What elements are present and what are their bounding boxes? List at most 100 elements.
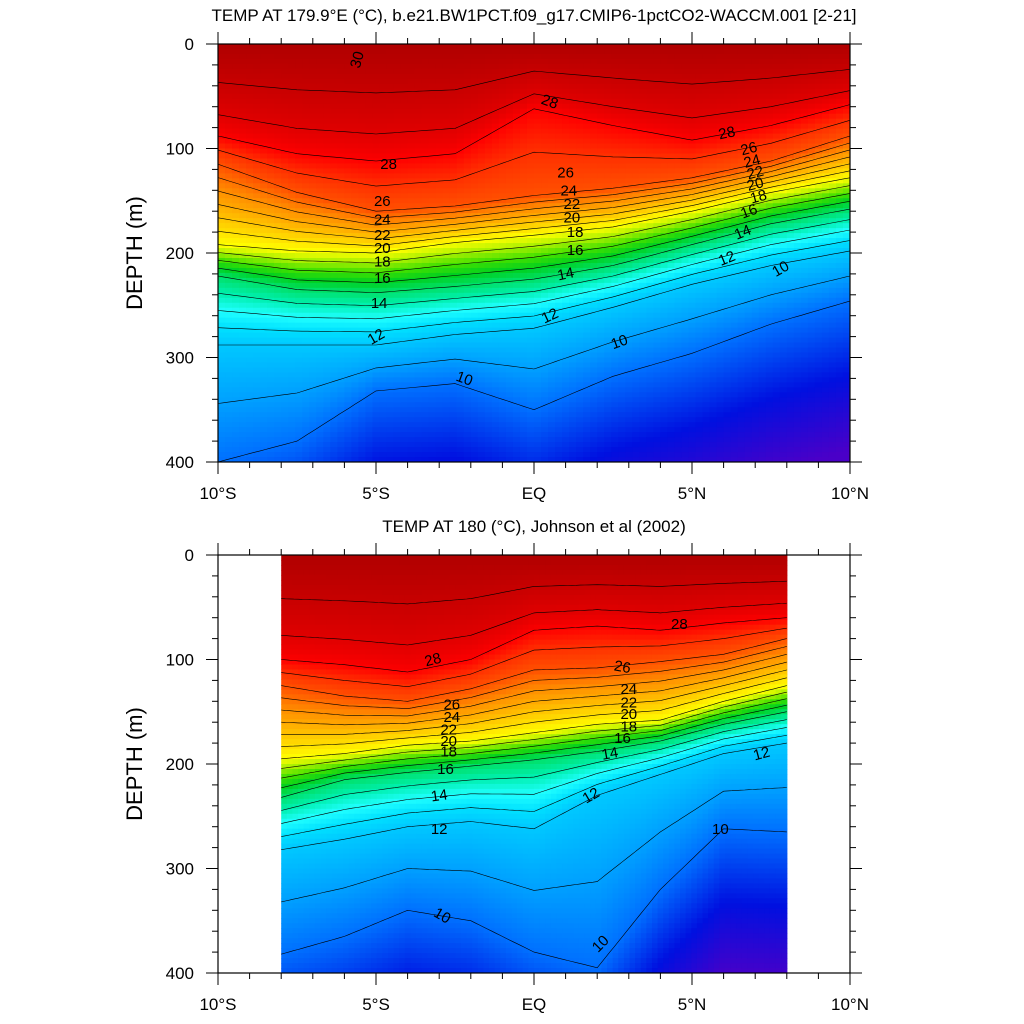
temperature-cell <box>519 377 528 383</box>
temperature-cell <box>400 123 409 130</box>
temperature-cell <box>477 337 486 344</box>
temperature-cell <box>463 287 472 294</box>
temperature-cell <box>597 73 605 80</box>
temperature-cell <box>583 412 591 418</box>
temperature-cell <box>449 158 458 165</box>
temperature-cell <box>576 287 584 294</box>
temperature-cell <box>534 307 542 314</box>
temperature-cell <box>239 272 247 279</box>
temperature-cell <box>534 168 542 174</box>
temperature-cell <box>541 342 549 349</box>
temperature-cell <box>526 362 535 369</box>
temperature-cell <box>386 243 395 249</box>
temperature-cell <box>442 322 451 329</box>
temperature-cell <box>611 292 619 299</box>
temperature-cell <box>309 83 317 90</box>
temperature-cell <box>330 128 338 135</box>
temperature-cell <box>477 372 486 379</box>
temperature-cell <box>351 432 360 438</box>
temperature-cell <box>498 238 507 244</box>
temperature-cell <box>590 173 598 179</box>
temperature-cell <box>281 322 289 329</box>
temperature-cell <box>407 322 416 329</box>
temperature-cell <box>505 367 514 374</box>
temperature-cell <box>428 248 437 254</box>
temperature-cell <box>477 143 486 150</box>
temperature-cell <box>393 417 402 423</box>
temperature-cell <box>597 447 605 453</box>
temperature-cell <box>358 357 367 364</box>
temperature-cell <box>274 407 282 413</box>
temperature-cell <box>625 397 633 403</box>
temperature-cell <box>604 243 612 249</box>
temperature-cell <box>519 437 528 443</box>
temperature-cell <box>372 342 381 349</box>
temperature-cell <box>470 342 479 349</box>
temperature-cell <box>407 422 416 428</box>
temperature-cell <box>625 233 633 239</box>
temperature-cell <box>512 183 521 189</box>
temperature-cell <box>239 223 247 229</box>
temperature-cell <box>393 223 402 229</box>
temperature-cell <box>505 412 514 418</box>
temperature-cell <box>583 292 591 299</box>
temperature-cell <box>590 123 598 130</box>
temperature-cell <box>351 83 360 90</box>
temperature-cell <box>239 58 247 65</box>
temperature-cell <box>428 327 437 334</box>
temperature-cell <box>541 377 549 383</box>
temperature-cell <box>414 83 423 90</box>
temperature-cell <box>611 143 619 150</box>
temperature-cell <box>555 387 563 393</box>
temperature-cell <box>414 153 423 160</box>
temperature-cell <box>239 108 247 115</box>
temperature-cell <box>372 262 381 269</box>
temperature-cell <box>372 193 381 199</box>
temperature-cell <box>372 292 381 299</box>
temperature-cell <box>555 178 563 184</box>
temperature-cell <box>344 133 353 140</box>
temperature-cell <box>239 148 247 155</box>
temperature-cell <box>569 422 577 428</box>
temperature-cell <box>323 158 331 165</box>
temperature-cell <box>372 143 381 150</box>
temperature-cell <box>309 367 317 374</box>
temperature-cell <box>477 287 486 294</box>
temperature-cell <box>414 267 423 274</box>
temperature-cell <box>337 213 345 219</box>
temperature-cell <box>337 257 345 264</box>
temperature-cell <box>309 163 317 170</box>
temperature-cell <box>330 292 338 299</box>
temperature-cell <box>512 342 521 349</box>
temperature-cell <box>548 457 556 462</box>
temperature-cell <box>597 253 605 259</box>
temperature-cell <box>548 362 556 369</box>
temperature-cell <box>555 148 563 155</box>
temperature-cell <box>316 188 324 194</box>
temperature-cell <box>477 412 486 418</box>
temperature-cell <box>414 442 423 448</box>
temperature-cell <box>358 412 367 418</box>
temperature-cell <box>253 452 261 458</box>
temperature-cell <box>625 402 633 408</box>
temperature-cell <box>618 447 626 453</box>
temperature-cell <box>491 218 500 224</box>
temperature-cell <box>281 457 289 462</box>
temperature-cell <box>505 123 514 130</box>
temperature-cell <box>526 272 535 279</box>
temperature-cell <box>260 53 268 60</box>
temperature-cell <box>323 367 331 374</box>
temperature-cell <box>428 44 437 50</box>
temperature-cell <box>288 432 296 438</box>
temperature-cell <box>225 367 233 374</box>
temperature-cell <box>393 442 402 448</box>
temperature-cell <box>456 307 465 314</box>
temperature-cell <box>583 113 591 120</box>
temperature-cell <box>428 238 437 244</box>
temperature-cell <box>358 88 367 95</box>
temperature-cell <box>386 223 395 229</box>
temperature-cell <box>288 173 296 179</box>
temperature-cell <box>218 248 226 254</box>
temperature-cell <box>541 233 549 239</box>
temperature-cell <box>344 262 353 269</box>
